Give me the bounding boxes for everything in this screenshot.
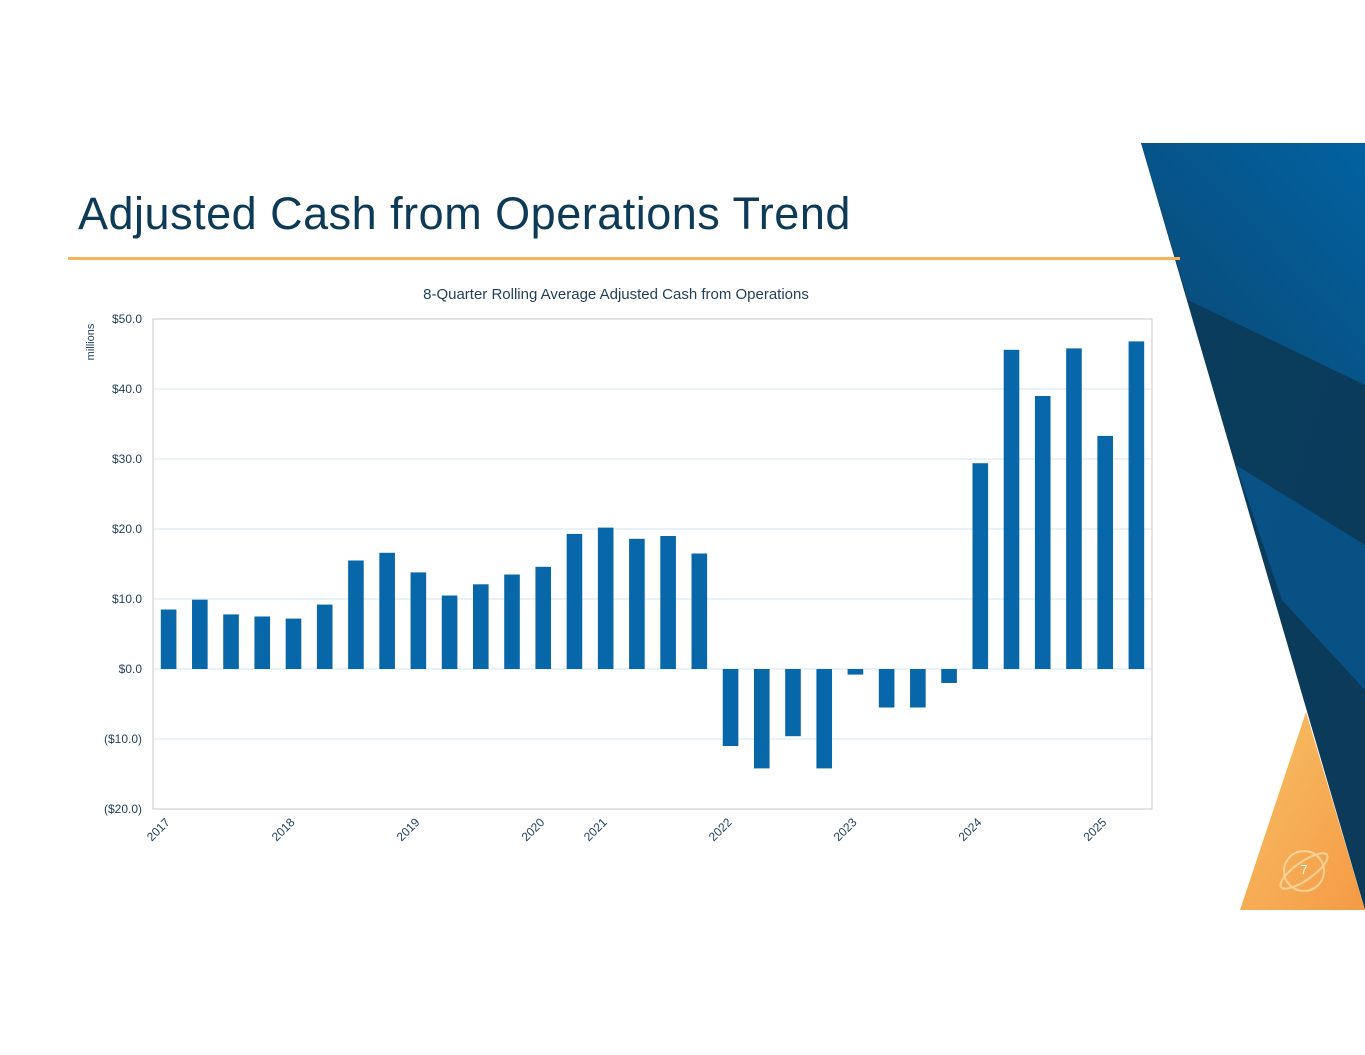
bar: [316, 604, 333, 669]
bar: [379, 552, 395, 669]
y-tick-label: $0.0: [119, 662, 143, 676]
bar: [691, 553, 708, 669]
blue-stripe-mid: [1236, 465, 1365, 690]
y-tick-label: ($20.0): [104, 802, 142, 816]
bar: [941, 669, 957, 683]
bar: [629, 538, 645, 669]
bar: [285, 618, 302, 669]
blue-stripe-top: [1141, 143, 1365, 385]
y-axis-label: millions: [85, 323, 97, 360]
bar: [160, 609, 177, 669]
x-tick-label: 2021: [581, 815, 610, 844]
bar: [223, 614, 239, 669]
bars: [160, 341, 1145, 769]
bar: [410, 572, 427, 669]
plot-area-border: [152, 318, 1153, 810]
bar: [816, 669, 833, 769]
x-tick-label: 2017: [144, 815, 173, 844]
bar: [441, 595, 458, 669]
y-tick-label: $20.0: [112, 522, 142, 536]
y-tick-label: ($10.0): [104, 732, 142, 746]
bar: [753, 669, 770, 769]
bar: [504, 574, 520, 669]
bar: [1128, 341, 1145, 669]
y-tick-label: $40.0: [112, 382, 142, 396]
y-tick-label: $10.0: [112, 592, 142, 606]
bar: [722, 669, 739, 746]
y-tick-label: $30.0: [112, 452, 142, 466]
bar: [597, 527, 614, 669]
title-underline: [68, 257, 1180, 260]
x-tick-label: 2018: [269, 815, 298, 844]
chart-title: 8-Quarter Rolling Average Adjusted Cash …: [423, 286, 809, 303]
bar: [254, 616, 271, 669]
x-tick-label: 2023: [831, 815, 860, 844]
x-tick-label: 2022: [706, 815, 735, 844]
bar: [972, 463, 989, 669]
bar: [910, 669, 926, 708]
x-tick-label: 2025: [1081, 815, 1110, 844]
x-tick-label: 2020: [519, 815, 548, 844]
globe-logo-icon: [1279, 850, 1329, 892]
bar: [348, 560, 364, 669]
bar: [1066, 348, 1082, 669]
bar: [535, 566, 552, 669]
bar: [1097, 435, 1113, 669]
bar: [192, 599, 208, 669]
bar: [472, 584, 489, 669]
x-axis-tick-labels: 2017 2018 2019 2020 2021 2022 2023 2024 2025: [144, 815, 1110, 844]
slide-title: Adjusted Cash from Operations Trend: [78, 188, 851, 239]
bar: [785, 669, 801, 737]
y-tick-label: $50.0: [112, 312, 142, 326]
bar: [566, 533, 583, 669]
bar: [660, 536, 676, 669]
bar: [878, 669, 895, 708]
orange-triangle: [1240, 712, 1365, 910]
gridlines: [153, 388, 1152, 740]
bar: [847, 669, 864, 675]
x-tick-label: 2019: [394, 815, 423, 844]
x-tick-label: 2024: [956, 815, 985, 844]
y-axis-tick-labels: $50.0 $40.0 $30.0 $20.0 $10.0 $0.0 ($10.0) ($20…: [104, 312, 142, 816]
page-number: 7: [1300, 862, 1308, 877]
bar: [1003, 349, 1020, 669]
bar: [1034, 396, 1051, 669]
